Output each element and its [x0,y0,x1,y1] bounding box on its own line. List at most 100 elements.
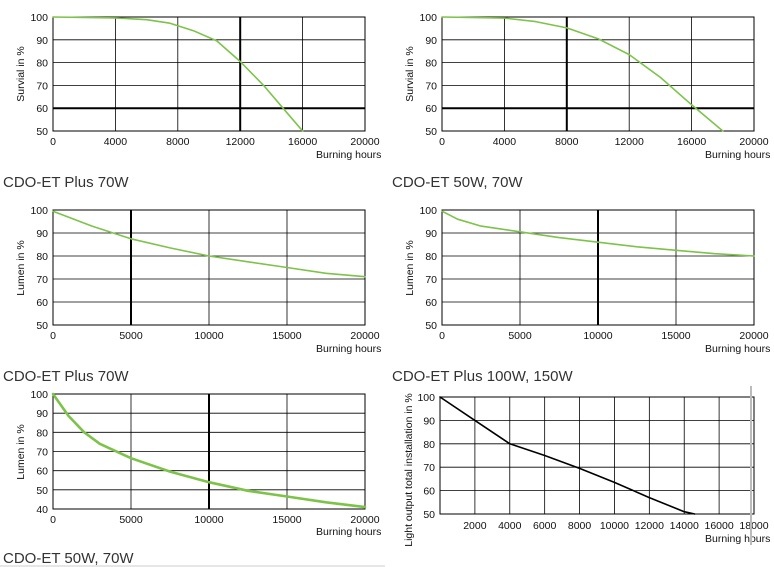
y-tick-label: 60 [36,297,48,309]
y-tick-label: 100 [417,392,435,404]
y-tick-label: 80 [36,58,48,70]
x-tick-label: 20000 [350,136,379,148]
x-axis-label: Burning hours [316,149,381,161]
x-tick-label: 0 [439,136,445,148]
x-tick-label: 0 [50,514,56,526]
y-axis-label: Survial in % [15,46,27,101]
x-tick-label: 15000 [272,514,301,526]
x-tick-label: 0 [439,330,445,342]
plot-frame [441,16,755,132]
x-tick-label: 15000 [272,330,301,342]
y-tick-label: 100 [30,12,48,24]
y-tick-label: 70 [36,447,48,459]
series-line [441,210,755,257]
y-tick-label: 90 [425,228,437,240]
y-tick-label: 100 [30,205,48,217]
chart-4: 0 5000 10000 15000 20000 50 60 70 80 90 100 Lumen i… [392,205,770,385]
y-tick-label: 50 [36,485,48,497]
y-axis-label: Lumen in % [15,424,27,479]
y-axis-label: Lumen in % [404,240,416,295]
y-tick-label: 50 [425,320,437,332]
chart-caption: CDO-ET 50W, 70W [3,550,134,567]
series-line [52,210,366,278]
y-tick-label: 90 [423,415,435,427]
y-tick-label: 70 [425,274,437,286]
x-tick-label: 5000 [119,330,143,342]
x-tick-label: 5000 [508,330,532,342]
x-tick-label: 10000 [600,520,629,532]
y-tick-label: 100 [419,12,437,24]
chart-2: 0 4000 8000 12000 16000 20000 50 60 70 80 90 100 Sur… [392,12,770,191]
y-tick-label: 80 [425,251,437,263]
y-tick-label: 60 [36,103,48,115]
y-tick-label: 60 [425,103,437,115]
y-tick-label: 90 [36,228,48,240]
y-tick-label: 60 [423,486,435,498]
x-tick-label: 2000 [463,520,487,532]
y-tick-label: 70 [425,80,437,92]
chart-5: 0 5000 10000 15000 20000 40 50 60 70 80 90 100 Lumen… [3,389,381,567]
x-tick-label: 16000 [705,520,734,532]
plot-frame [441,209,755,326]
series-line [51,392,367,509]
y-tick-label: 90 [36,35,48,47]
y-tick-label: 90 [36,408,48,420]
chart-caption: CDO-ET 50W, 70W [392,174,523,191]
y-tick-label: 100 [30,389,48,401]
y-tick-label: 90 [425,35,437,47]
y-axis-label: Lumen in % [15,240,27,295]
y-tick-label: 80 [36,251,48,263]
x-tick-label: 0 [50,136,56,148]
y-tick-label: 60 [36,466,48,478]
x-tick-label: 20000 [350,330,379,342]
y-tick-label: 60 [425,297,437,309]
y-axis-label: Survial in % [404,46,416,101]
chart-6: 2000 4000 6000 8000 10000 12000 14000 16000 1800… [403,392,770,547]
x-tick-label: 8000 [166,136,190,148]
x-tick-label: 15000 [661,330,690,342]
x-tick-label: 8000 [568,520,592,532]
x-tick-label: 12000 [226,136,255,148]
chart-3: 0 5000 10000 15000 20000 50 60 70 80 90 100 Lumen i… [3,205,381,385]
y-tick-label: 70 [36,274,48,286]
chart-caption: CDO-ET Plus 70W [3,368,129,385]
x-tick-label: 12000 [615,136,644,148]
y-tick-label: 50 [36,320,48,332]
chart-caption: CDO-ET Plus 100W, 150W [392,368,573,385]
x-tick-label: 14000 [670,520,699,532]
chart-caption: CDO-ET Plus 70W [3,174,129,191]
x-tick-label: 20000 [739,136,768,148]
x-tick-label: 16000 [288,136,317,148]
x-tick-label: 4000 [493,136,517,148]
x-axis-label: Burning hours [316,343,381,355]
x-tick-label: 10000 [583,330,612,342]
chart-1: 0 4000 8000 12000 16000 20000 50 60 70 80 90 100 Sur… [3,12,381,191]
x-tick-label: 20000 [739,330,768,342]
x-tick-label: 0 [50,330,56,342]
y-tick-label: 80 [36,427,48,439]
x-tick-label: 4000 [498,520,522,532]
series-line [439,396,696,515]
y-axis-label: Light output total installation in % [403,393,415,547]
x-tick-label: 8000 [555,136,579,148]
y-tick-label: 100 [419,205,437,217]
y-tick-label: 80 [425,58,437,70]
y-tick-label: 50 [36,126,48,138]
plot-frame [52,209,366,326]
x-tick-label: 10000 [194,330,223,342]
x-tick-label: 4000 [104,136,128,148]
plot-frame [52,393,366,510]
x-tick-label: 12000 [635,520,664,532]
x-tick-label: 6000 [533,520,557,532]
y-tick-label: 40 [36,504,48,516]
x-tick-label: 16000 [677,136,706,148]
series-line [52,16,304,132]
y-tick-label: 70 [423,462,435,474]
x-axis-label: Burning hours [316,526,381,538]
plot-frame [439,396,755,515]
y-tick-label: 50 [425,126,437,138]
series-line [441,16,724,132]
x-tick-label: 10000 [194,514,223,526]
y-tick-label: 70 [36,80,48,92]
